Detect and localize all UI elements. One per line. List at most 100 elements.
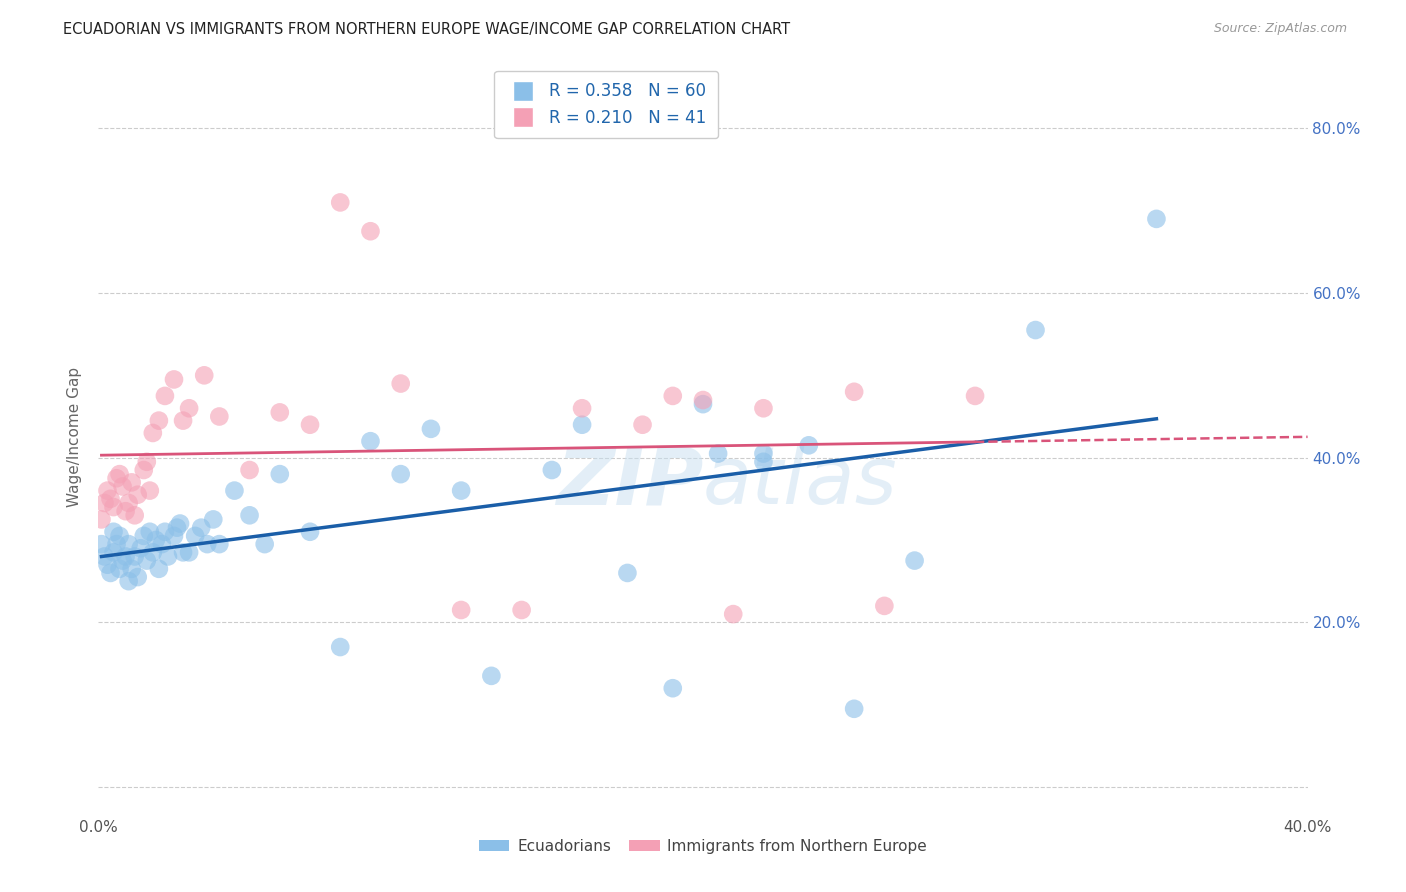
Point — [965, 389, 987, 403]
Point — [153, 389, 176, 403]
Point — [114, 549, 136, 564]
Point — [93, 549, 115, 564]
Point — [389, 467, 412, 482]
Point — [184, 529, 207, 543]
Point — [100, 491, 122, 506]
Text: atlas: atlas — [703, 443, 898, 521]
Point — [169, 516, 191, 531]
Point — [139, 483, 162, 498]
Point — [172, 545, 194, 559]
Point — [111, 553, 134, 567]
Point — [100, 566, 122, 580]
Point — [752, 401, 775, 416]
Point — [616, 566, 638, 580]
Point — [707, 446, 730, 460]
Text: Source: ZipAtlas.com: Source: ZipAtlas.com — [1213, 22, 1347, 36]
Point — [360, 224, 382, 238]
Point — [127, 488, 149, 502]
Point — [510, 603, 533, 617]
Point — [269, 467, 291, 482]
Text: ZIP: ZIP — [555, 443, 703, 521]
Point — [103, 545, 125, 559]
Point — [139, 524, 162, 539]
Point — [148, 414, 170, 428]
Point — [661, 681, 683, 696]
Point — [172, 414, 194, 428]
Point — [239, 463, 262, 477]
Point — [105, 537, 128, 551]
Point — [195, 537, 218, 551]
Point — [904, 553, 927, 567]
Point — [103, 500, 125, 514]
Point — [360, 434, 382, 449]
Point — [108, 562, 131, 576]
Point — [190, 521, 212, 535]
Point — [124, 549, 146, 564]
Point — [692, 397, 714, 411]
Point — [135, 553, 157, 567]
Point — [239, 508, 262, 523]
Point — [208, 537, 231, 551]
Point — [481, 669, 503, 683]
Point — [844, 702, 866, 716]
Point — [540, 463, 562, 477]
Point — [179, 545, 201, 559]
Point — [124, 508, 146, 523]
Point — [193, 368, 215, 383]
Point — [142, 425, 165, 440]
Point — [224, 483, 246, 498]
Point — [145, 533, 167, 547]
Point — [299, 524, 322, 539]
Point — [1144, 211, 1167, 226]
Point — [153, 524, 176, 539]
Point — [163, 529, 186, 543]
Point — [93, 496, 115, 510]
Point — [108, 467, 131, 482]
Point — [118, 496, 141, 510]
Point — [571, 401, 593, 416]
Point — [163, 372, 186, 386]
Point — [111, 479, 134, 493]
Point — [118, 574, 141, 589]
Point — [269, 405, 291, 419]
Point — [129, 541, 152, 556]
Point — [96, 558, 118, 572]
Text: ECUADORIAN VS IMMIGRANTS FROM NORTHERN EUROPE WAGE/INCOME GAP CORRELATION CHART: ECUADORIAN VS IMMIGRANTS FROM NORTHERN E… — [63, 22, 790, 37]
Point — [253, 537, 276, 551]
Point — [202, 512, 225, 526]
Point — [132, 529, 155, 543]
Point — [450, 603, 472, 617]
Point — [90, 512, 112, 526]
Point — [873, 599, 896, 613]
Point — [723, 607, 745, 621]
Point — [121, 475, 143, 490]
Point — [631, 417, 654, 432]
Point — [797, 438, 820, 452]
Point — [1024, 323, 1046, 337]
Point — [389, 376, 412, 391]
Point — [148, 562, 170, 576]
Point — [661, 389, 683, 403]
Point — [105, 471, 128, 485]
Point — [108, 529, 131, 543]
Point — [132, 463, 155, 477]
Point — [752, 446, 775, 460]
Point — [752, 455, 775, 469]
Y-axis label: Wage/Income Gap: Wage/Income Gap — [67, 367, 83, 508]
Point — [450, 483, 472, 498]
Point — [114, 504, 136, 518]
Point — [142, 545, 165, 559]
Point — [844, 384, 866, 399]
Point — [329, 640, 352, 654]
Point — [121, 562, 143, 576]
Point — [96, 483, 118, 498]
Point — [571, 417, 593, 432]
Point — [103, 524, 125, 539]
Point — [692, 392, 714, 407]
Point — [127, 570, 149, 584]
Point — [156, 549, 179, 564]
Point — [118, 537, 141, 551]
Point — [150, 537, 173, 551]
Point — [299, 417, 322, 432]
Point — [179, 401, 201, 416]
